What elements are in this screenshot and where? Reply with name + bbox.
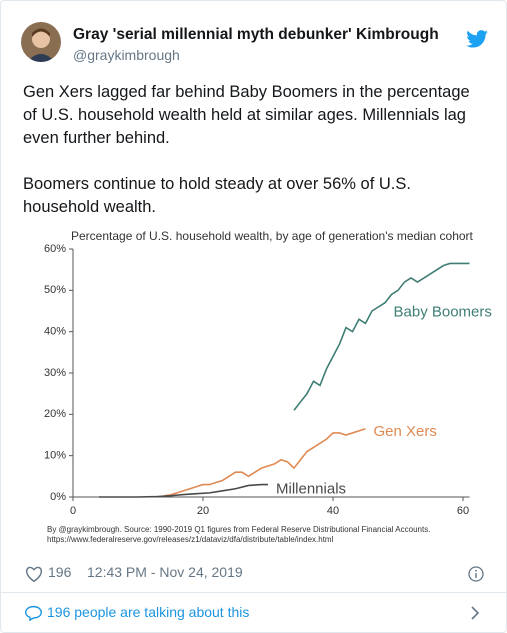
y-tick-label: 60% [44,243,66,255]
y-tick-label: 0% [50,491,66,503]
chevron[interactable] [470,606,480,620]
like-count[interactable]: 196 [48,564,72,580]
like-icon[interactable] [25,566,43,582]
series-line [99,483,268,498]
y-tick-label: 40% [44,326,66,338]
paragraph: Boomers continue to hold steady at over … [23,175,411,216]
handle[interactable]: @graykimbrough [73,47,180,63]
series-label: Gen Xers [374,423,437,440]
separator [1,592,506,593]
twitter-logo[interactable] [466,30,488,48]
y-tick-label: 20% [44,408,66,420]
y-tick-label: 10% [44,450,66,462]
x-tick-label: 20 [197,505,209,517]
avatar-image [27,28,55,62]
avatar[interactable] [21,22,61,62]
x-tick-label: 60 [457,505,469,517]
source-note: By @graykimbrough. Source: 1990-2019 Q1 … [47,525,430,534]
series-label: Millennials [276,481,346,498]
y-tick-label: 50% [44,284,66,296]
conversation-link[interactable]: 196 people are talking about this [47,604,250,620]
paragraph: Gen Xers lagged far behind Baby Boomers … [23,83,470,147]
timestamp[interactable]: 12:43 PM - Nov 24, 2019 [87,564,243,580]
x-tick-label: 40 [327,505,339,517]
chart: Percentage of U.S. household wealth, by … [44,229,492,544]
series-line [293,262,470,411]
tweet-text: Gen Xers lagged far behind Baby Boomers … [23,81,485,242]
source-note: https://www.federalreserve.gov/releases/… [47,535,334,544]
chart-title: Percentage of U.S. household wealth, by … [71,229,474,243]
display-name[interactable]: Gray 'serial millennial myth debunker' K… [73,26,439,43]
x-tick-label: 0 [70,505,76,517]
series-label: Baby Boomers [394,303,492,320]
info-icon[interactable] [468,566,484,582]
series-line [163,428,366,497]
reply-icon[interactable] [25,605,42,621]
y-tick-label: 30% [44,367,66,379]
